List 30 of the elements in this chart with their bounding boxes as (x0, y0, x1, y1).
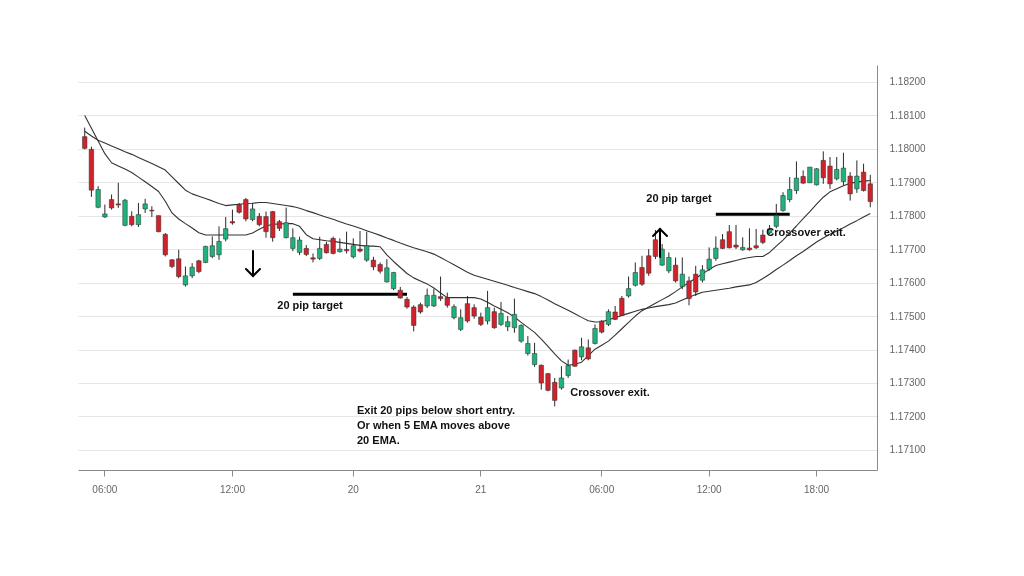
y-tick-label: 1.18100 (889, 109, 927, 121)
x-tick-label: 20 (347, 483, 360, 495)
y-tick-label: 1.17900 (889, 176, 927, 188)
y-tick-label: 1.17700 (889, 243, 927, 255)
x-tick-label: 12:00 (219, 483, 246, 495)
candlestick (149, 205, 155, 218)
y-tick-label: 1.17200 (889, 410, 927, 422)
candlestick (223, 216, 229, 242)
x-tick-label: 21 (475, 483, 487, 495)
candlestick (142, 198, 148, 214)
candlestick (102, 204, 108, 219)
x-tick-label: 18:00 (804, 483, 830, 495)
y-tick-label: 1.17100 (889, 444, 927, 456)
y-tick-label: 1.17300 (889, 377, 927, 389)
y-tick-label: 1.17500 (889, 310, 927, 322)
annotation: Exit 20 pips below short entry. Or when 5 EMA moves above 20 EMA. (357, 404, 516, 446)
y-tick-label: 1.17800 (889, 210, 927, 222)
x-tick-label: 06:00 (589, 483, 615, 495)
y-tick-label: 1.17400 (889, 344, 927, 355)
y-tick-label: 1.18000 (889, 143, 927, 155)
candlestick (626, 276, 632, 299)
candlestick (162, 232, 168, 257)
annotation: 20 pip target (277, 299, 344, 311)
candlestick (773, 203, 779, 229)
annotation: Crossover exit. (570, 386, 650, 398)
x-tick-label: 12:00 (696, 483, 723, 495)
y-tick-label: 1.18200 (889, 76, 927, 88)
annotation: 20 pip target (646, 192, 713, 204)
y-tick-label: 1.17600 (889, 277, 927, 289)
x-tick-label: 06:00 (92, 483, 118, 495)
